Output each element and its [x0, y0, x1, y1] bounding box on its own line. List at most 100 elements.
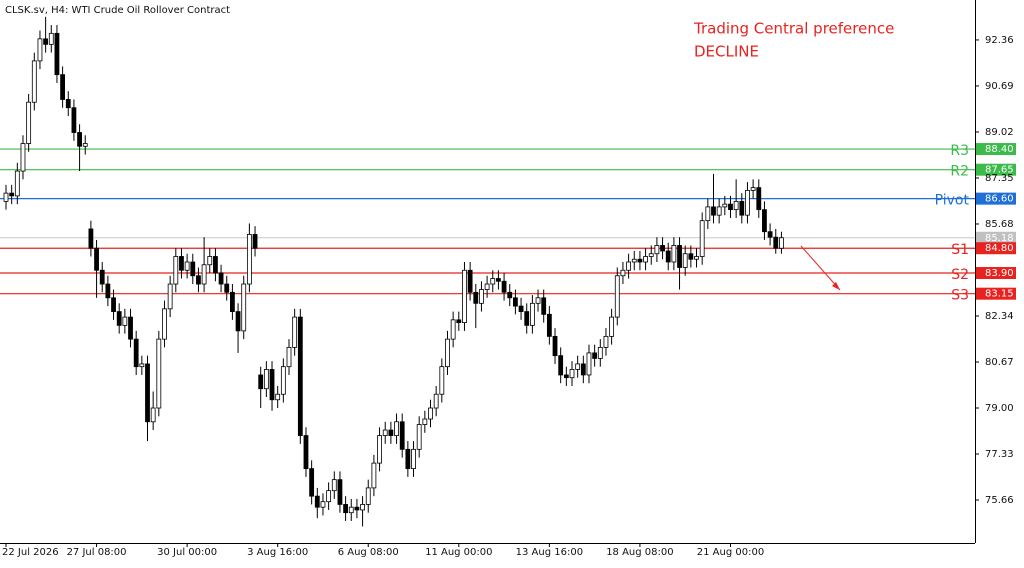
candle-body [558, 355, 564, 376]
candle-body [597, 346, 603, 359]
level-name: S2 [951, 267, 969, 283]
candle-body [513, 297, 518, 307]
candle-body [235, 311, 241, 332]
candle-body [122, 316, 128, 326]
candle-body [337, 479, 343, 505]
candle-body [377, 435, 382, 464]
level-box [976, 267, 1016, 280]
candle-body [614, 275, 620, 318]
candle-body [479, 289, 484, 304]
level-label: 83.90 [985, 268, 1014, 279]
candle-body [394, 421, 399, 436]
candle-body [603, 335, 609, 348]
candle-body [26, 101, 32, 144]
candle-body [213, 256, 218, 274]
candle-body [445, 338, 450, 368]
candle-body [94, 247, 99, 271]
candle-body [286, 346, 292, 368]
candle-body [382, 429, 388, 436]
x-tick-label: 27 Jul 08:00 [67, 547, 127, 558]
candle-body [524, 311, 530, 326]
candle-body [507, 291, 513, 299]
candle-body [77, 132, 82, 147]
candle-body [654, 245, 660, 255]
candle-body [473, 291, 479, 304]
y-tick-label: 85.68 [985, 219, 1014, 230]
x-tick-label: 22 Jul 2026 [2, 547, 59, 558]
candle-body [643, 256, 648, 263]
candle-body [456, 319, 462, 324]
candle-body [541, 297, 547, 315]
candle-body [745, 189, 750, 216]
forecast-arrow-head [832, 282, 840, 290]
level-label: 86.60 [985, 194, 1014, 205]
candle-body [371, 462, 377, 489]
candle-body [3, 192, 9, 202]
level-label: 84.80 [985, 243, 1014, 254]
x-tick-label: 13 Aug 16:00 [516, 547, 583, 558]
y-tick-label: 92.36 [985, 35, 1014, 46]
candle-body [269, 369, 275, 401]
candle-body [354, 506, 360, 511]
candle-body [343, 504, 349, 514]
candle-body [433, 393, 439, 409]
candle-body [348, 506, 354, 514]
candle-body [586, 352, 592, 376]
y-tick-label: 75.66 [985, 495, 1014, 506]
candle-body [48, 32, 54, 45]
candle-body [314, 495, 320, 508]
candle-body [428, 407, 433, 420]
candle-body [739, 200, 745, 216]
chart-title: CLSK.sv, H4: WTI Crude Oil Rollover Cont… [5, 5, 230, 16]
candle-body [462, 269, 467, 324]
candle-body [552, 335, 558, 357]
candle-body [388, 429, 394, 436]
candle-body [416, 424, 422, 450]
x-tick-label: 11 Aug 00:00 [425, 547, 492, 558]
level-name: Pivot [935, 193, 970, 209]
candle-body [592, 352, 598, 359]
candle-body [14, 170, 20, 197]
level-box [976, 287, 1016, 300]
candle-body [767, 231, 773, 238]
candle-body [71, 107, 77, 133]
candle-body [54, 32, 60, 76]
level-name: S1 [951, 242, 969, 258]
level-name: R2 [950, 164, 969, 180]
candle-body [360, 504, 365, 511]
candle-body [263, 369, 269, 390]
candle-body [139, 363, 145, 368]
candle-body [496, 278, 501, 282]
candle-body [9, 192, 15, 197]
x-tick-label: 21 Aug 00:00 [697, 547, 764, 558]
candle-body [490, 278, 496, 285]
candle-body [156, 338, 162, 409]
y-tick-label: 89.02 [985, 127, 1014, 138]
x-tick-label: 30 Jul 00:00 [157, 547, 217, 558]
candle-body [756, 187, 762, 211]
candle-body [20, 143, 26, 172]
candle-body [733, 200, 739, 211]
candle-body [546, 313, 552, 337]
candle-body [779, 237, 784, 249]
candle-body [207, 256, 213, 266]
last-price-label: 85.18 [985, 233, 1014, 244]
candle-body [694, 256, 699, 260]
candle-body [128, 316, 133, 340]
candle-body [518, 305, 524, 312]
candle-body [580, 363, 586, 376]
level-box [976, 192, 1016, 205]
candle-body [529, 302, 535, 326]
candle-body [563, 374, 569, 379]
candle-body [162, 308, 167, 340]
candle-body [665, 250, 671, 263]
candle-body [631, 258, 637, 263]
candle-body [671, 245, 677, 263]
candle-body [37, 38, 43, 62]
candle-body [292, 316, 298, 348]
candle-body [411, 448, 416, 470]
candle-body [133, 338, 139, 368]
candle-body [575, 363, 581, 370]
candle-body [246, 234, 252, 285]
